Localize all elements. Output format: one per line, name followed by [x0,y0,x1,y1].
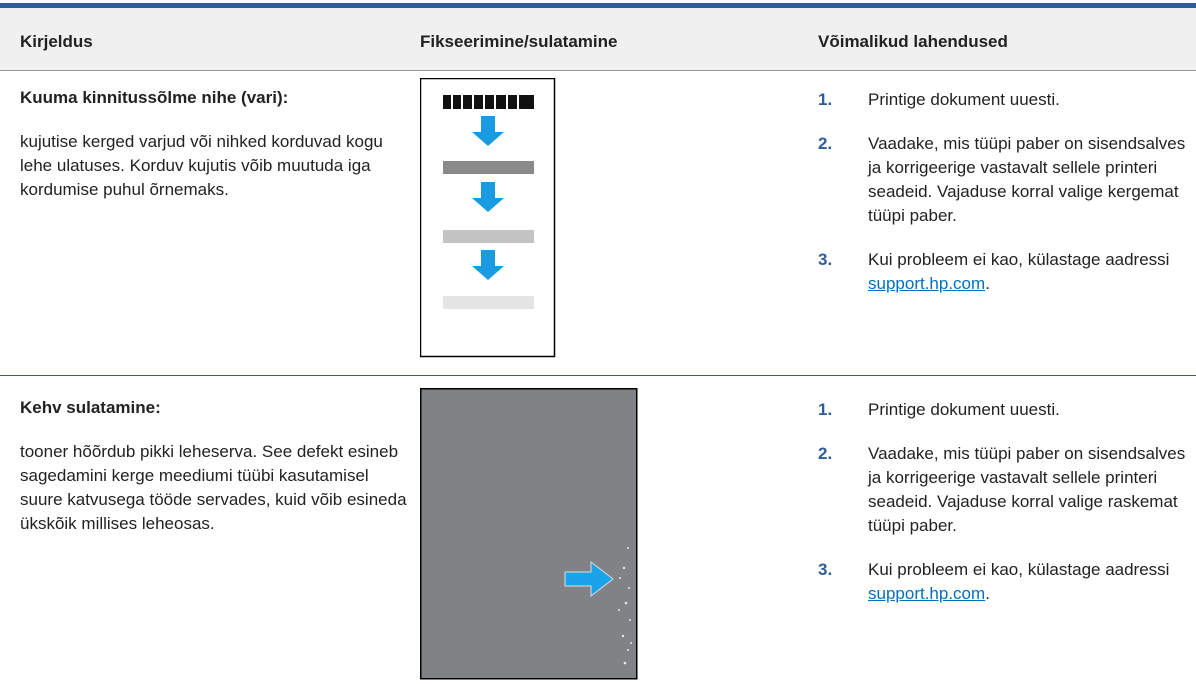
step-text: Printige dokument uuesti. [868,398,1193,422]
solution-item: 2. Vaadake, mis tüüpi paber on sisendsalv… [818,442,1193,538]
step-text: Kui probleem ei kao, külastage aadressi … [868,558,1193,606]
text: Kui probleem ei kao, külastage aadressi [868,250,1170,269]
illustration [420,388,638,680]
step-number: 2. [818,134,833,153]
text: Printige dokument uuesti. [868,400,1060,419]
column-header: Fikseerimine/sulatamine [420,32,618,51]
text: . [985,584,990,603]
text: Vaadake, mis tüüpi paber on sisendsalves… [868,134,1186,225]
row-separator [0,375,1196,376]
solution-item: 3. Kui probleem ei kao, külastage aadress… [818,558,1193,606]
step-number: 1. [818,90,833,109]
step-text: Kui probleem ei kao, külastage aadressi … [868,248,1193,296]
step-text: Printige dokument uuesti. [868,88,1193,112]
text: Kui probleem ei kao, külastage aadressi [868,560,1170,579]
column-header: Võimalikud lahendused [818,32,1008,51]
text: Printige dokument uuesti. [868,90,1060,109]
link[interactable]: support.hp.com [868,584,986,603]
solution-item: 3. Kui probleem ei kao, külastage aadress… [818,248,1193,296]
top-rule [0,3,1196,8]
text: . [985,274,990,293]
solution-item: 1. Printige dokument uuesti. [818,398,1193,422]
column-header: Kirjeldus [20,32,93,51]
solution-list: 1. Printige dokument uuesti. 2. Vaadake, mi… [818,88,1193,316]
text: Vaadake, mis tüüpi paber on sisendsalves… [868,444,1186,535]
illustration [420,78,556,358]
step-number: 2. [818,444,833,463]
step-number: 3. [818,250,833,269]
step-text: Vaadake, mis tüüpi paber on sisendsalves… [868,442,1193,538]
step-number: 3. [818,560,833,579]
solution-item: 2. Vaadake, mis tüüpi paber on sisendsalv… [818,132,1193,228]
row-title: Kuuma kinnitussõlme nihe (vari): [20,88,289,107]
row-description: kujutise kerged varjud või nihked korduv… [20,132,383,199]
link[interactable]: support.hp.com [868,274,986,293]
solution-list: 1. Printige dokument uuesti. 2. Vaadake, mi… [818,398,1193,626]
solution-item: 1. Printige dokument uuesti. [818,88,1193,112]
step-text: Vaadake, mis tüüpi paber on sisendsalves… [868,132,1193,228]
row-description: tooner hõõrdub pikki leheserva. See defe… [20,442,407,533]
row-title: Kehv sulatamine: [20,398,161,417]
step-number: 1. [818,400,833,419]
table-header: Kirjeldus Fikseerimine/sulatamine Võimal… [0,8,1196,71]
